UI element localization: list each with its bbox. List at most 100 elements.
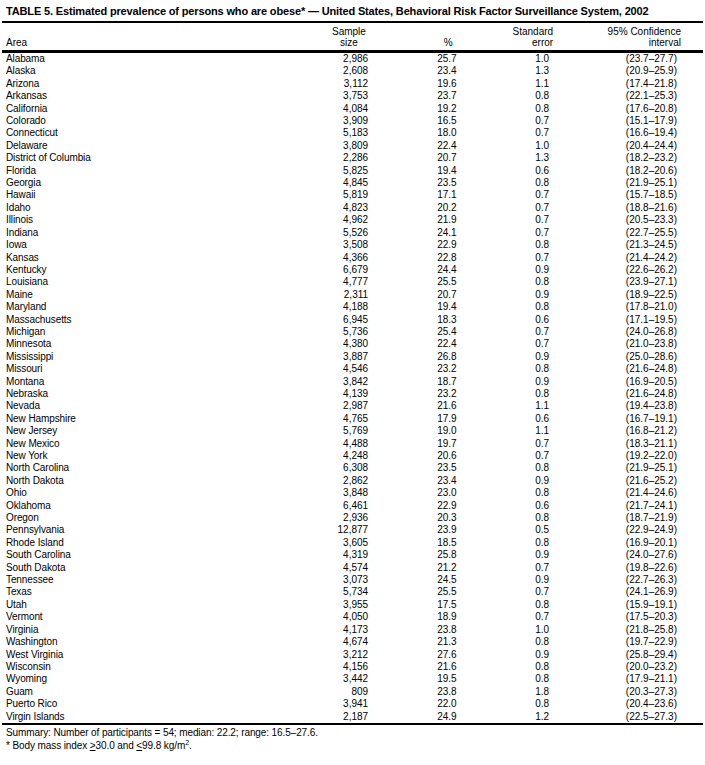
cell-area: Mississippi (2, 351, 322, 363)
cell-confidence-interval: (18.7–21.9) (557, 512, 703, 524)
cell-area: Oklahoma (2, 500, 322, 512)
cell-area: Wisconsin (2, 661, 322, 673)
col-header-confidence-interval: 95% Confidence interval (557, 23, 703, 52)
table-row: North Carolina6,30823.50.8(21.9–25.1) (2, 462, 703, 474)
cell-standard-error: 1.0 (465, 624, 558, 636)
cell-standard-error: 0.6 (465, 314, 558, 326)
cell-area: Minnesota (2, 338, 322, 350)
cell-sample-size: 3,073 (322, 574, 376, 586)
cell-percent: 21.6 (376, 400, 465, 412)
cell-area: California (2, 103, 322, 115)
cell-sample-size: 5,825 (322, 165, 376, 177)
cell-confidence-interval: (17.1–19.5) (557, 314, 703, 326)
cell-area: Utah (2, 599, 322, 611)
cell-percent: 22.0 (376, 698, 465, 710)
cell-sample-size: 4,845 (322, 177, 376, 189)
cell-standard-error: 0.6 (465, 413, 558, 425)
cell-sample-size: 4,380 (322, 338, 376, 350)
table-row: Virgin Islands2,18724.91.2(22.5–27.3) (2, 711, 703, 724)
cell-confidence-interval: (17.9–21.1) (557, 673, 703, 685)
table-row: Minnesota4,38022.40.7(21.0–23.8) (2, 338, 703, 350)
cell-area: Alaska (2, 65, 322, 77)
cell-sample-size: 2,286 (322, 152, 376, 164)
cell-area: Texas (2, 586, 322, 598)
cell-confidence-interval: (16.7–19.1) (557, 413, 703, 425)
table-row: Pennsylvania12,87723.90.5(22.9–24.9) (2, 524, 703, 536)
cell-area: Louisiana (2, 276, 322, 288)
cell-sample-size: 6,308 (322, 462, 376, 474)
table-row: Delaware3,80922.41.0(20.4–24.4) (2, 140, 703, 152)
cell-confidence-interval: (16.6–19.4) (557, 127, 703, 139)
table-title: TABLE 5. Estimated prevalence of persons… (2, 4, 703, 23)
col-header-sample-line2: size (322, 37, 376, 48)
cell-standard-error: 0.5 (465, 524, 558, 536)
cell-sample-size: 4,366 (322, 252, 376, 264)
cell-area: Rhode Island (2, 537, 322, 549)
cell-sample-size: 6,945 (322, 314, 376, 326)
cell-standard-error: 0.7 (465, 202, 558, 214)
cell-sample-size: 5,769 (322, 425, 376, 437)
cell-sample-size: 2,986 (322, 52, 376, 66)
cell-sample-size: 2,862 (322, 475, 376, 487)
table-row: Indiana5,52624.10.7(22.7–25.5) (2, 227, 703, 239)
cell-percent: 24.4 (376, 264, 465, 276)
cell-standard-error: 0.8 (465, 90, 558, 102)
cell-standard-error: 1.8 (465, 686, 558, 698)
table-row: Connecticut5,18318.00.7(16.6–19.4) (2, 127, 703, 139)
table-row: Nevada2,98721.61.1(19.4–23.8) (2, 400, 703, 412)
cell-standard-error: 0.8 (465, 673, 558, 685)
cell-standard-error: 0.8 (465, 537, 558, 549)
cell-standard-error: 1.3 (465, 152, 558, 164)
table-row: Nebraska4,13923.20.8(21.6–24.8) (2, 388, 703, 400)
cell-percent: 20.3 (376, 512, 465, 524)
cell-percent: 23.9 (376, 524, 465, 536)
cell-percent: 22.9 (376, 500, 465, 512)
cell-confidence-interval: (15.7–18.5) (557, 189, 703, 201)
table-row: Kentucky6,67924.40.9(22.6–26.2) (2, 264, 703, 276)
col-header-percent-label: % (444, 37, 453, 48)
table-row: Colorado3,90916.50.7(15.1–17.9) (2, 115, 703, 127)
cell-area: Idaho (2, 202, 322, 214)
cell-standard-error: 0.7 (465, 127, 558, 139)
cell-percent: 20.2 (376, 202, 465, 214)
cell-confidence-interval: (21.6–24.8) (557, 388, 703, 400)
table-row: South Dakota4,57421.20.7(19.8–22.6) (2, 562, 703, 574)
cell-confidence-interval: (21.9–25.1) (557, 462, 703, 474)
cell-percent: 17.9 (376, 413, 465, 425)
cell-sample-size: 3,753 (322, 90, 376, 102)
cell-area: Nevada (2, 400, 322, 412)
cell-standard-error: 1.1 (465, 78, 558, 90)
cell-percent: 24.9 (376, 711, 465, 724)
cell-confidence-interval: (17.6–20.8) (557, 103, 703, 115)
cell-sample-size: 4,248 (322, 450, 376, 462)
cell-standard-error: 0.8 (465, 301, 558, 313)
cell-percent: 23.4 (376, 65, 465, 77)
cell-percent: 25.5 (376, 586, 465, 598)
cell-standard-error: 0.8 (465, 512, 558, 524)
summary-line: Summary: Number of participants = 54; me… (2, 725, 703, 739)
cell-area: Alabama (2, 52, 322, 66)
cell-sample-size: 809 (322, 686, 376, 698)
cell-confidence-interval: (15.9–19.1) (557, 599, 703, 611)
cell-area: Connecticut (2, 127, 322, 139)
cell-confidence-interval: (20.0–23.2) (557, 661, 703, 673)
cell-sample-size: 3,887 (322, 351, 376, 363)
cell-confidence-interval: (21.7–24.1) (557, 500, 703, 512)
cell-sample-size: 5,736 (322, 326, 376, 338)
table-row: Mississippi3,88726.80.9(25.0–28.6) (2, 351, 703, 363)
cell-confidence-interval: (21.4–24.6) (557, 487, 703, 499)
cell-standard-error: 0.8 (465, 276, 558, 288)
cell-confidence-interval: (20.9–25.9) (557, 65, 703, 77)
cell-standard-error: 1.2 (465, 711, 558, 724)
cell-sample-size: 3,442 (322, 673, 376, 685)
cell-percent: 21.9 (376, 214, 465, 226)
cell-standard-error: 0.7 (465, 562, 558, 574)
footnote-text-end: . (189, 740, 192, 751)
cell-confidence-interval: (20.5–23.3) (557, 214, 703, 226)
cell-sample-size: 2,311 (322, 289, 376, 301)
cell-area: Puerto Rico (2, 698, 322, 710)
cell-area: New Mexico (2, 438, 322, 450)
cell-percent: 22.9 (376, 239, 465, 251)
cell-confidence-interval: (25.8–29.4) (557, 649, 703, 661)
table-row: Wisconsin4,15621.60.8(20.0–23.2) (2, 661, 703, 673)
